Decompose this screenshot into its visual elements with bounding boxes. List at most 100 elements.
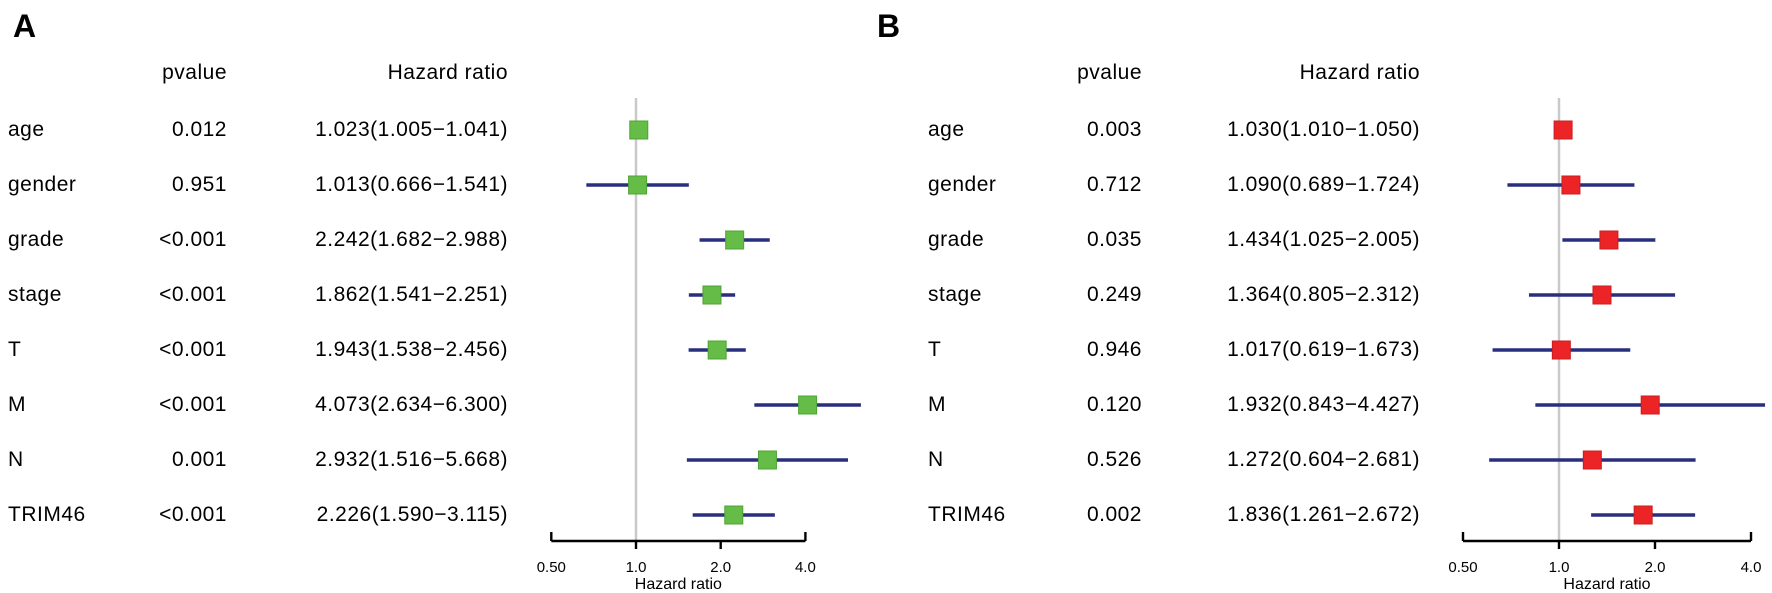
x-axis-title: Hazard ratio — [635, 576, 722, 593]
row-pvalue: 0.526 — [1086, 448, 1142, 471]
table-row-age: age 0.003 1.030(1.010−1.050) — [886, 117, 1772, 143]
row-name: TRIM46 — [928, 503, 1006, 526]
x-tick-label: 1.0 — [1549, 559, 1570, 576]
row-pvalue: 0.001 — [171, 448, 227, 471]
row-pvalue: <0.001 — [159, 503, 227, 526]
hr-marker — [1551, 340, 1571, 360]
table-row-gender: gender 0.951 1.013(0.666−1.541) — [0, 172, 886, 198]
hr-marker — [1633, 505, 1653, 525]
row-name: grade — [928, 228, 985, 251]
x-tick-label: 0.50 — [1448, 559, 1477, 576]
table-row-age: age 0.012 1.023(1.005−1.041) — [0, 117, 886, 143]
row-name: TRIM46 — [8, 503, 86, 526]
row-hazard-ratio: 1.017(0.619−1.673) — [1227, 338, 1420, 361]
row-name: T — [928, 338, 942, 361]
row-hazard-ratio: 2.226(1.590−3.115) — [316, 503, 508, 526]
hr-marker — [1599, 230, 1619, 250]
row-pvalue: <0.001 — [159, 393, 227, 416]
x-tick-label: 4.0 — [795, 559, 816, 576]
panel-b-label: B — [877, 8, 901, 44]
table-row-TRIM46: TRIM46 0.002 1.836(1.261−2.672) — [886, 502, 1772, 528]
row-pvalue: <0.001 — [159, 338, 227, 361]
row-hazard-ratio: 1.030(1.010−1.050) — [1227, 118, 1420, 141]
row-name: age — [928, 118, 965, 141]
row-name: N — [928, 448, 944, 471]
x-tick-label: 2.0 — [710, 559, 731, 576]
table-row-stage: stage 0.249 1.364(0.805−2.312) — [886, 282, 1772, 308]
column-header-pvalue: pvalue — [162, 61, 227, 84]
row-pvalue: <0.001 — [159, 283, 227, 306]
forest-plot-b: 0.50 1.0 2.0 4.0 Hazard ratio — [1448, 98, 1766, 593]
hr-marker — [725, 230, 745, 250]
hr-marker — [629, 120, 649, 140]
table-row-M: M <0.001 4.073(2.634−6.300) — [0, 392, 886, 418]
column-header-pvalue: pvalue — [1077, 61, 1142, 84]
row-hazard-ratio: 2.242(1.682−2.988) — [315, 228, 508, 251]
panel-a-label: A — [13, 8, 37, 44]
hr-marker — [1582, 450, 1602, 470]
panel-a: A pvalue Hazard ratio age 0.012 1.023(1.… — [0, 8, 886, 593]
x-tick-label: 4.0 — [1741, 559, 1762, 576]
row-hazard-ratio: 1.932(0.843−4.427) — [1227, 393, 1420, 416]
table-row-TRIM46: TRIM46 <0.001 2.226(1.590−3.115) — [0, 502, 886, 528]
table-row-grade: grade <0.001 2.242(1.682−2.988) — [0, 227, 886, 253]
row-hazard-ratio: 1.090(0.689−1.724) — [1227, 173, 1420, 196]
row-hazard-ratio: 1.434(1.025−2.005) — [1227, 228, 1420, 251]
row-pvalue: 0.946 — [1086, 338, 1142, 361]
panel-b: B pvalue Hazard ratio age 0.003 1.030(1.… — [877, 0, 1772, 593]
row-name: gender — [8, 173, 77, 196]
row-name: stage — [928, 283, 982, 306]
row-hazard-ratio: 4.073(2.634−6.300) — [315, 393, 508, 416]
row-pvalue: 0.120 — [1086, 393, 1142, 416]
row-hazard-ratio: 1.023(1.005−1.041) — [315, 118, 508, 141]
row-hazard-ratio: 1.943(1.538−2.456) — [315, 338, 508, 361]
row-pvalue: 0.249 — [1086, 283, 1142, 306]
table-row-N: N 0.001 2.932(1.516−5.668) — [0, 447, 886, 473]
table-row-N: N 0.526 1.272(0.604−2.681) — [886, 447, 1772, 473]
x-axis-title: Hazard ratio — [1563, 576, 1650, 593]
hr-marker — [1592, 285, 1612, 305]
row-name: N — [8, 448, 24, 471]
hr-marker — [1640, 395, 1660, 415]
row-hazard-ratio: 1.836(1.261−2.672) — [1227, 503, 1420, 526]
column-header-hazard-ratio: Hazard ratio — [1299, 61, 1420, 84]
row-hazard-ratio: 1.862(1.541−2.251) — [315, 283, 508, 306]
row-hazard-ratio: 1.272(0.604−2.681) — [1227, 448, 1420, 471]
hr-marker — [702, 285, 722, 305]
table-row-stage: stage <0.001 1.862(1.541−2.251) — [0, 282, 886, 308]
column-header-hazard-ratio: Hazard ratio — [387, 61, 508, 84]
row-hazard-ratio: 1.364(0.805−2.312) — [1227, 283, 1420, 306]
row-name: M — [8, 393, 26, 416]
table-row-T: T <0.001 1.943(1.538−2.456) — [0, 337, 886, 363]
hr-marker — [1553, 120, 1573, 140]
row-pvalue: 0.951 — [171, 173, 227, 196]
x-tick-label: 0.50 — [537, 559, 566, 576]
table-row-grade: grade 0.035 1.434(1.025−2.005) — [886, 227, 1772, 253]
table-row-gender: gender 0.712 1.090(0.689−1.724) — [886, 172, 1772, 198]
hr-marker — [798, 395, 818, 415]
row-pvalue: <0.001 — [159, 228, 227, 251]
row-hazard-ratio: 1.013(0.666−1.541) — [315, 173, 508, 196]
row-name: age — [8, 118, 45, 141]
row-name: stage — [8, 283, 62, 306]
hr-marker — [1561, 175, 1581, 195]
table-row-T: T 0.946 1.017(0.619−1.673) — [886, 337, 1772, 363]
row-pvalue: 0.003 — [1086, 118, 1142, 141]
row-pvalue: 0.012 — [171, 118, 227, 141]
hr-marker — [707, 340, 727, 360]
row-name: gender — [928, 173, 997, 196]
x-tick-label: 1.0 — [626, 559, 647, 576]
row-pvalue: 0.002 — [1086, 503, 1142, 526]
row-name: grade — [8, 228, 65, 251]
row-hazard-ratio: 2.932(1.516−5.668) — [315, 448, 508, 471]
hr-marker — [628, 175, 648, 195]
table-row-M: M 0.120 1.932(0.843−4.427) — [886, 392, 1772, 418]
row-name: M — [928, 393, 946, 416]
x-tick-label: 2.0 — [1645, 559, 1666, 576]
row-name: T — [8, 338, 22, 361]
row-pvalue: 0.712 — [1086, 173, 1142, 196]
hr-marker — [724, 505, 744, 525]
row-pvalue: 0.035 — [1086, 228, 1142, 251]
hr-marker — [757, 450, 777, 470]
